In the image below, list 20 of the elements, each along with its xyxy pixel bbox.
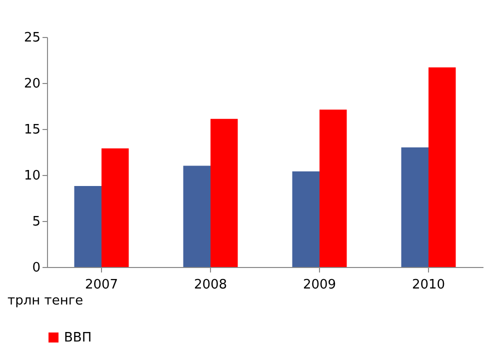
y-tick-label: 10 bbox=[24, 168, 40, 184]
bar bbox=[320, 110, 347, 267]
y-tick-label: 25 bbox=[24, 30, 40, 46]
x-tick-label: 2008 bbox=[194, 278, 228, 292]
x-tick-label: 2010 bbox=[412, 278, 446, 292]
bar bbox=[428, 67, 456, 267]
y-tick-label: 15 bbox=[24, 122, 40, 138]
x-tick-label: 2009 bbox=[302, 278, 336, 292]
y-tick-label: 0 bbox=[32, 260, 40, 276]
bar bbox=[102, 148, 129, 267]
bar bbox=[401, 147, 428, 267]
y-axis-title: трлн тенге bbox=[8, 294, 84, 308]
y-tick-label: 5 bbox=[32, 214, 40, 230]
y-tick-label: 20 bbox=[24, 76, 40, 92]
x-tick-label: 2007 bbox=[84, 278, 118, 292]
bar bbox=[210, 118, 238, 267]
bar bbox=[74, 186, 102, 267]
legend-label: ВВП bbox=[64, 330, 92, 346]
bar bbox=[292, 171, 320, 267]
bar bbox=[183, 166, 210, 267]
